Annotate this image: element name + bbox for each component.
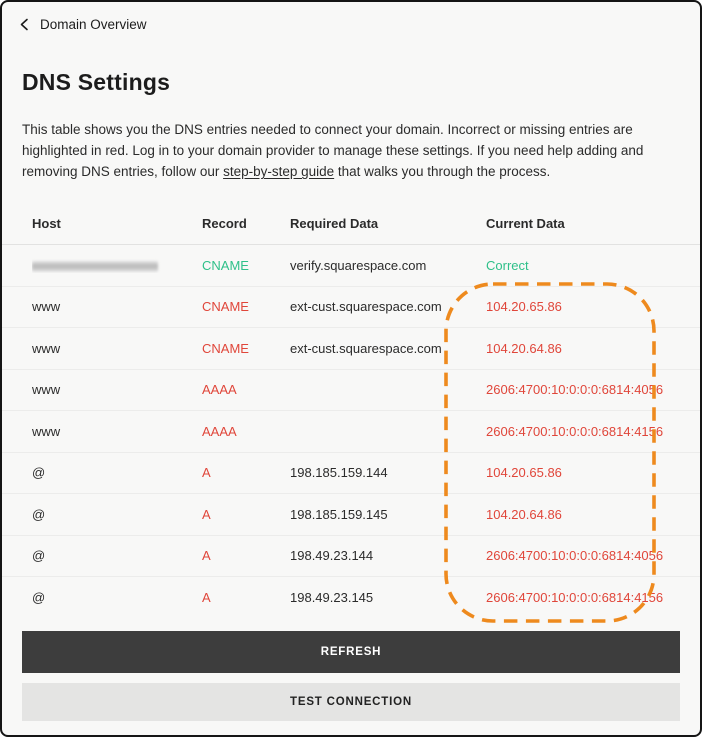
column-header-required-data: Required Data — [290, 216, 379, 232]
host-cell: @ — [32, 506, 46, 522]
record-cell: A — [202, 465, 211, 481]
host-cell — [32, 258, 202, 273]
description-text-after: that walks you through the process. — [334, 164, 551, 180]
current-data-cell: Correct — [486, 257, 529, 273]
test-connection-button[interactable]: TEST CONNECTION — [22, 682, 680, 721]
current-data-cell: 2606:4700:10:0:0:0:6814:4156 — [486, 423, 664, 439]
required-data-cell: verify.squarespace.com — [290, 257, 427, 273]
record-cell: A — [202, 590, 211, 606]
current-data-cell: 2606:4700:10:0:0:0:6814:4056 — [486, 548, 664, 564]
chevron-left-icon — [18, 18, 31, 31]
host-cell: www — [32, 423, 61, 439]
required-data-cell: 198.185.159.144 — [290, 465, 388, 481]
current-data-cell: 104.20.64.86 — [486, 340, 562, 356]
required-data-cell: ext-cust.squarespace.com — [290, 340, 442, 356]
record-cell: CNAME — [202, 257, 249, 273]
host-cell: www — [32, 340, 61, 356]
host-cell: @ — [32, 548, 46, 564]
table-header-row: Host Record Required Data Current Data — [2, 207, 700, 246]
page-title: DNS Settings — [22, 69, 171, 95]
host-cell: www — [32, 299, 61, 315]
table-row: www CNAME ext-cust.squarespace.com 104.2… — [2, 287, 700, 329]
record-cell: CNAME — [202, 340, 249, 356]
record-cell: CNAME — [202, 299, 249, 315]
required-data-cell: ext-cust.squarespace.com — [290, 299, 442, 315]
current-data-cell: 104.20.65.86 — [486, 465, 562, 481]
table-row: CNAME verify.squarespace.com Correct — [2, 245, 700, 287]
table-row: @ A 198.185.159.144 104.20.65.86 — [2, 453, 700, 495]
table-row: www AAAA 2606:4700:10:0:0:0:6814:4156 — [2, 411, 700, 453]
description-text-before: This table shows you the DNS entries nee… — [22, 122, 644, 180]
current-data-cell: 104.20.64.86 — [486, 506, 562, 522]
host-cell: @ — [32, 465, 46, 481]
required-data-cell: 198.185.159.145 — [290, 506, 388, 522]
back-link-domain-overview[interactable]: Domain Overview — [2, 2, 163, 32]
host-cell: @ — [32, 590, 46, 606]
table-body: CNAME verify.squarespace.com Correct www… — [2, 245, 700, 619]
column-header-host: Host — [32, 216, 61, 232]
redacted-host-value — [32, 260, 158, 272]
record-cell: AAAA — [202, 423, 237, 439]
host-cell: www — [32, 382, 61, 398]
required-data-cell: 198.49.23.144 — [290, 548, 374, 564]
column-header-record: Record — [202, 216, 247, 232]
dns-records-table: Host Record Required Data Current Data C… — [2, 207, 700, 619]
table-row: @ A 198.185.159.145 104.20.64.86 — [2, 494, 700, 536]
table-row: @ A 198.49.23.144 2606:4700:10:0:0:0:681… — [2, 536, 700, 578]
table-row: www CNAME ext-cust.squarespace.com 104.2… — [2, 328, 700, 370]
column-header-current-data: Current Data — [486, 216, 565, 232]
table-row: @ A 198.49.23.145 2606:4700:10:0:0:0:681… — [2, 577, 700, 619]
page-description: This table shows you the DNS entries nee… — [22, 119, 680, 182]
refresh-button[interactable]: REFRESH — [22, 630, 680, 673]
current-data-cell: 2606:4700:10:0:0:0:6814:4156 — [486, 590, 664, 606]
table-row: www AAAA 2606:4700:10:0:0:0:6814:4056 — [2, 370, 700, 412]
current-data-cell: 2606:4700:10:0:0:0:6814:4056 — [486, 382, 664, 398]
record-cell: A — [202, 548, 211, 564]
current-data-cell: 104.20.65.86 — [486, 299, 562, 315]
step-by-step-guide-link[interactable]: step-by-step guide — [223, 164, 335, 180]
record-cell: A — [202, 506, 211, 522]
required-data-cell: 198.49.23.145 — [290, 590, 374, 606]
record-cell: AAAA — [202, 382, 237, 398]
back-link-label: Domain Overview — [40, 17, 147, 32]
